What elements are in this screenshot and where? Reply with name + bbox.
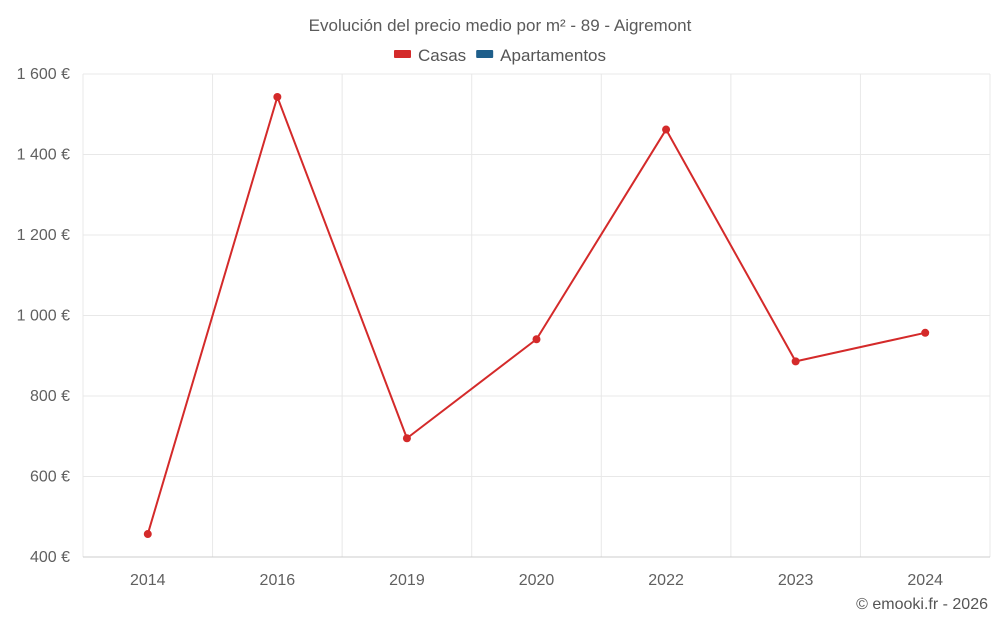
data-point[interactable]: [662, 125, 671, 134]
x-tick-label: 2023: [778, 572, 814, 589]
y-tick-label: 400 €: [30, 549, 70, 566]
legend-swatch: [393, 50, 411, 58]
x-tick-label: 2020: [519, 572, 555, 589]
series-layer: [143, 92, 930, 539]
y-tick-label: 1 000 €: [17, 308, 70, 325]
x-tick-label: 2016: [260, 572, 296, 589]
data-point[interactable]: [143, 530, 152, 539]
y-gridlines: [83, 73, 990, 477]
chart-title: Evolución del precio medio por m² - 89 -…: [309, 16, 692, 35]
x-tick-label: 2019: [389, 572, 425, 589]
data-point[interactable]: [791, 357, 800, 366]
data-point[interactable]: [273, 92, 282, 101]
legend-item-apartamentos[interactable]: Apartamentos: [476, 46, 606, 65]
y-axis-ticks: 400 € 600 € 800 € 1 000 € 1 200 € 1 400 € 1 60…: [17, 66, 70, 566]
x-tick-label: 2022: [648, 572, 684, 589]
y-tick-label: 1 200 €: [17, 227, 70, 244]
data-point[interactable]: [532, 335, 541, 344]
x-tick-label: 2024: [907, 572, 943, 589]
legend-item-casas[interactable]: Casas: [393, 46, 466, 65]
legend: Casas Apartamentos: [393, 46, 606, 65]
y-tick-label: 600 €: [30, 469, 70, 486]
legend-label: Casas: [418, 46, 466, 65]
data-point[interactable]: [921, 328, 930, 337]
data-point[interactable]: [402, 434, 411, 443]
x-tick-label: 2014: [130, 572, 166, 589]
legend-swatch: [476, 50, 494, 58]
y-tick-label: 1 400 €: [17, 147, 70, 164]
legend-label: Apartamentos: [500, 46, 606, 65]
credit-text: © emooki.fr - 2026: [856, 596, 988, 613]
y-tick-label: 800 €: [30, 388, 70, 405]
x-axis-ticks: 2014 2016 2019 2020 2022 2023 2024: [130, 572, 943, 589]
x-gridlines: [82, 74, 991, 557]
y-tick-label: 1 600 €: [17, 66, 70, 83]
